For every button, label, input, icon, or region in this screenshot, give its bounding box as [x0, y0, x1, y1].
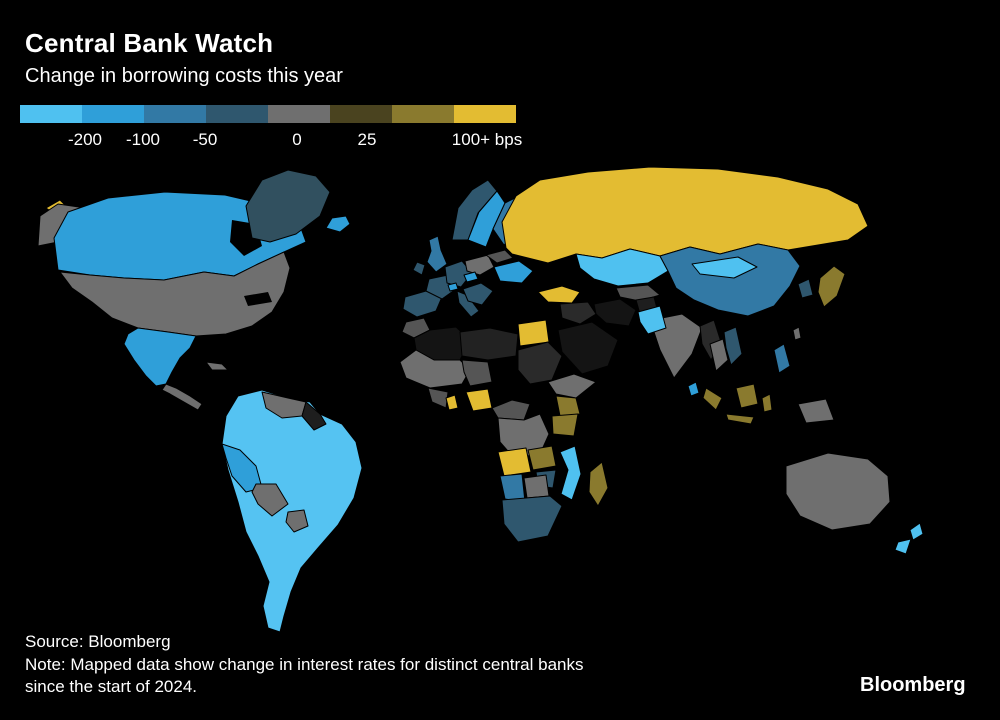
country-new-zealand-north	[909, 522, 924, 541]
country-angola	[497, 447, 532, 477]
country-pakistan	[637, 305, 667, 335]
world-map	[37, 166, 924, 633]
island-sulawesi	[761, 393, 773, 413]
legend-segment	[144, 105, 206, 123]
country-namibia	[499, 473, 526, 503]
country-switzerland	[447, 282, 459, 292]
region-ivory-coast	[427, 387, 449, 409]
country-tanzania	[551, 413, 579, 437]
legend-segment	[392, 105, 454, 123]
region-balkans	[462, 282, 494, 306]
legend-segment	[82, 105, 144, 123]
region-horn-of-africa	[547, 373, 597, 399]
country-iran	[593, 298, 637, 327]
country-drc	[497, 413, 550, 459]
region-central-america	[161, 383, 203, 411]
country-south-africa	[501, 495, 563, 543]
country-turkey	[537, 285, 581, 304]
country-saudi-arabia	[557, 321, 619, 375]
source-text: Source: Bloomberg	[25, 632, 171, 651]
great-lakes	[244, 292, 272, 306]
legend-segment	[20, 105, 82, 123]
country-nigeria	[465, 388, 493, 412]
page-title: Central Bank Watch	[25, 28, 274, 58]
legend-segment	[206, 105, 268, 123]
country-iraq-syria	[559, 301, 597, 325]
country-greenland	[245, 169, 331, 243]
country-mozambique	[559, 445, 582, 501]
island-borneo	[735, 383, 759, 409]
country-philippines	[773, 343, 791, 374]
country-czech	[463, 271, 479, 283]
country-mongolia	[691, 256, 758, 279]
country-new-zealand-south	[894, 538, 912, 555]
note-line-2: since the start of 2024.	[25, 677, 197, 696]
legend-label: 100+ bps	[451, 130, 523, 149]
region-cameroon	[491, 399, 531, 421]
country-ukraine	[493, 260, 534, 284]
country-libya	[459, 327, 519, 361]
legend-segment	[330, 105, 392, 123]
country-madagascar	[588, 461, 609, 507]
legend-label: -100	[125, 130, 161, 149]
country-ireland	[412, 261, 426, 276]
country-kenya	[555, 395, 581, 417]
bloomberg-logo: Bloomberg	[860, 674, 966, 696]
country-poland	[464, 254, 495, 276]
island-sumatra	[702, 387, 723, 411]
country-papua-new-guinea	[797, 398, 835, 424]
legend-label: 25	[357, 130, 377, 149]
legend-segment	[268, 105, 330, 123]
legend-label: -200	[67, 130, 103, 149]
legend-label: -50	[192, 130, 218, 149]
country-india	[651, 313, 703, 379]
country-japan	[817, 265, 846, 308]
country-sri-lanka	[687, 381, 700, 397]
legend-color-bar	[20, 105, 516, 123]
country-mexico	[123, 327, 197, 387]
country-zambia	[527, 445, 557, 471]
country-ghana	[445, 394, 459, 411]
country-thailand	[709, 338, 729, 372]
country-uk	[426, 235, 448, 273]
country-taiwan	[792, 326, 802, 341]
country-botswana	[523, 474, 550, 499]
country-iceland	[325, 215, 351, 233]
legend-label: 0	[292, 130, 302, 149]
country-sudan	[517, 341, 563, 385]
country-chad	[461, 359, 493, 387]
island-java	[725, 413, 755, 425]
country-usa	[59, 251, 291, 337]
country-vietnam	[723, 326, 743, 366]
country-australia	[785, 452, 891, 531]
country-cuba	[205, 361, 229, 371]
country-south-korea	[797, 278, 814, 299]
country-kazakhstan	[575, 248, 669, 287]
country-belarus	[485, 249, 514, 264]
chart-subtitle: Change in borrowing costs this year	[25, 65, 343, 87]
legend-segment	[454, 105, 516, 123]
country-egypt	[517, 319, 550, 347]
country-guyana	[301, 401, 327, 431]
country-bolivia	[251, 483, 289, 517]
country-paraguay	[285, 509, 309, 533]
note-line-1: Note: Mapped data show change in interes…	[25, 655, 584, 674]
country-china	[659, 243, 801, 317]
